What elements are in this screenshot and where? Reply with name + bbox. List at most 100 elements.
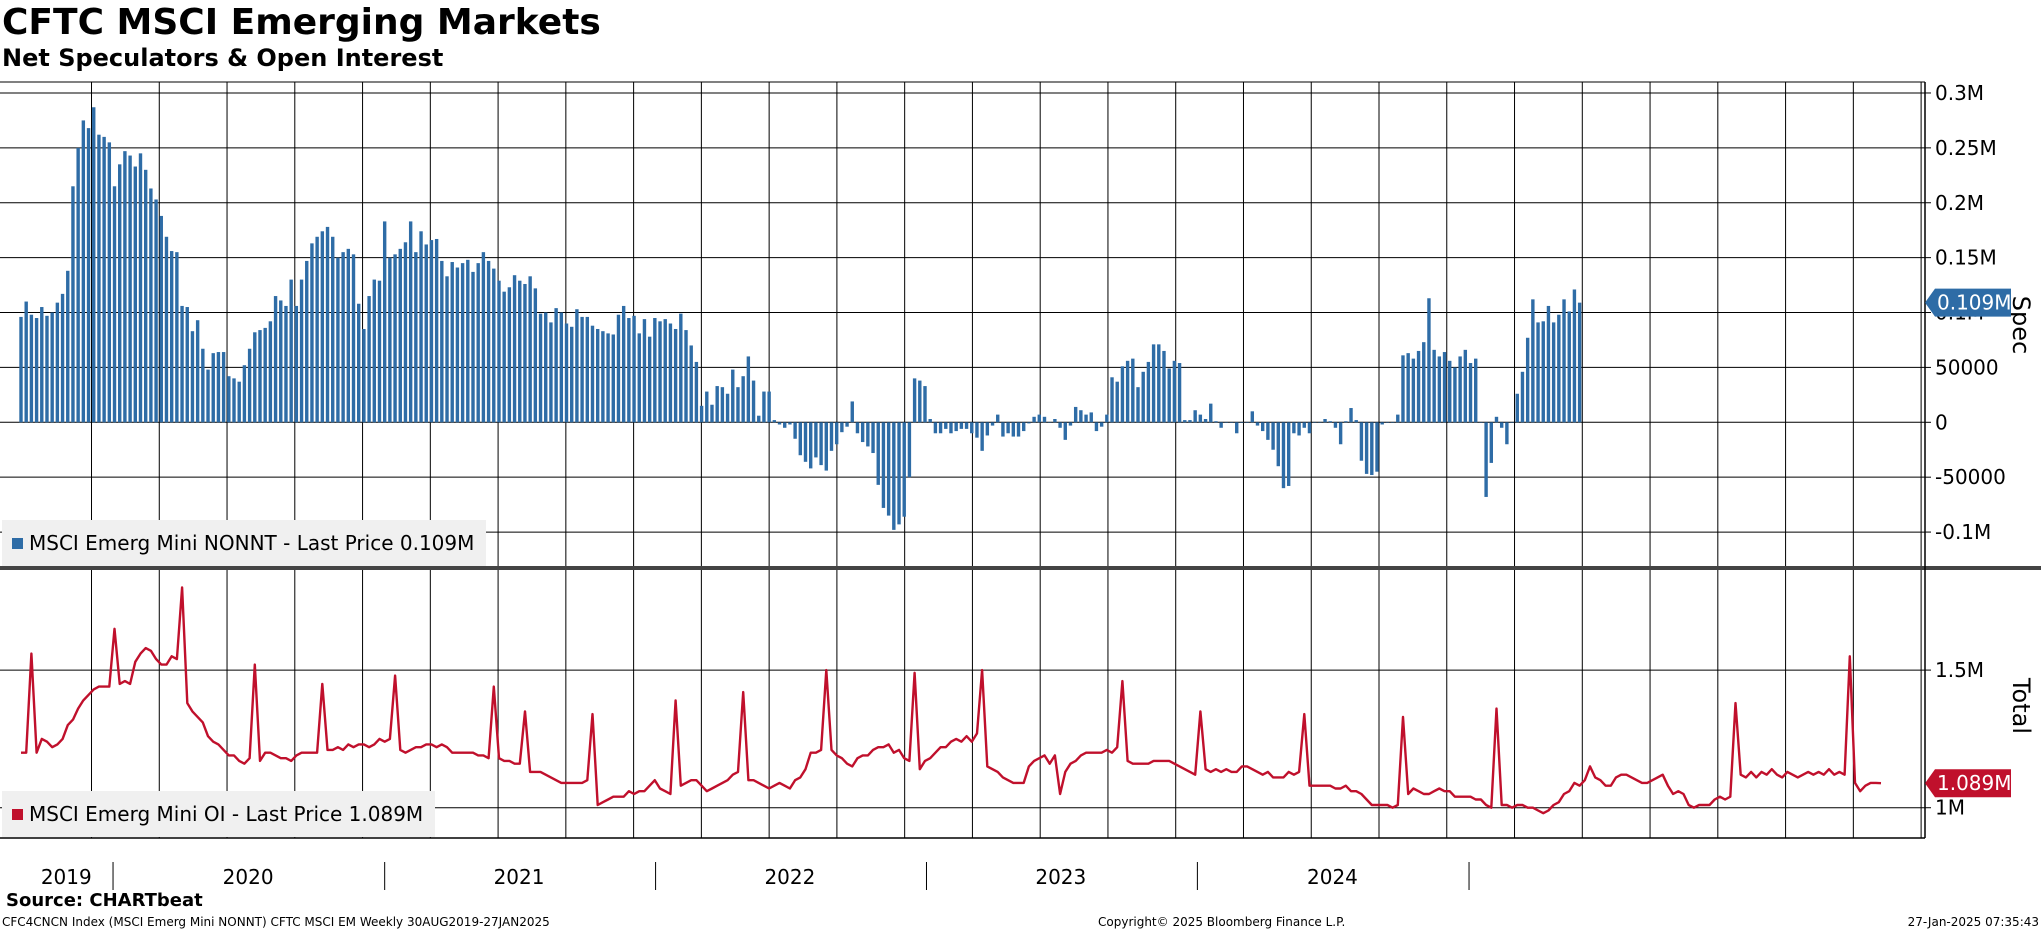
spec-bar [699, 405, 704, 423]
spec-bar [429, 240, 434, 423]
spec-bar [1079, 410, 1083, 423]
spec-bar [185, 307, 189, 423]
spec-bar [1193, 410, 1197, 423]
spec-bar [1032, 416, 1036, 423]
spec-bar [845, 422, 849, 427]
spec-bar [263, 327, 267, 423]
spec-bar [990, 422, 995, 426]
spec-bar [772, 420, 777, 423]
spec-bar [50, 312, 54, 423]
spec-bar [320, 231, 325, 423]
spec-bar [1494, 416, 1499, 423]
spec-bar [1053, 419, 1057, 423]
spec-bar [1219, 422, 1223, 428]
spec-bar [544, 312, 548, 423]
spec-bar [1203, 419, 1208, 423]
spec-bar [450, 262, 454, 423]
spec-bar [788, 422, 792, 425]
spec-bar [1037, 414, 1041, 423]
spec-bar [190, 331, 195, 423]
spec-bar [850, 401, 854, 423]
year-label: 2020 [223, 865, 274, 889]
spec-bar [195, 320, 200, 423]
spec-bar [476, 263, 480, 423]
spec-bar [76, 147, 80, 423]
spec-bar [403, 242, 408, 423]
spec-bar [923, 386, 927, 423]
spec-bar [1359, 422, 1364, 461]
spec-bar [1520, 371, 1525, 423]
spec-bar [575, 309, 579, 423]
spec-bar [362, 328, 366, 423]
spec-bar [1546, 305, 1551, 423]
spec-bar [492, 268, 496, 423]
spec-bar [414, 252, 418, 423]
spec-bar [86, 128, 91, 423]
spec-bar [393, 254, 397, 423]
spec-bar [481, 252, 486, 423]
spec-bar [689, 345, 693, 423]
spec-bar [533, 288, 538, 423]
spec-bar [741, 376, 745, 423]
legend-total: MSCI Emerg Mini OI - Last Price 1.089M [2, 791, 436, 837]
spec-bar [549, 322, 553, 423]
year-label: 2019 [41, 865, 92, 889]
spec-bar [1385, 422, 1390, 423]
spec-bar [1442, 352, 1447, 423]
spec-bar [928, 419, 932, 423]
spec-bar [123, 151, 127, 423]
spec-bar [840, 422, 844, 433]
spec-bar [143, 169, 148, 423]
spec-bar [107, 142, 112, 423]
spec-bar [408, 221, 413, 423]
spec-bar [180, 305, 184, 423]
spec-bar [559, 312, 564, 423]
spec-bar [1063, 422, 1067, 440]
spec-bar [232, 378, 236, 423]
spec-bar [637, 333, 641, 423]
spec-bar [601, 331, 605, 423]
spec-bar [1120, 366, 1125, 423]
spec-bar [377, 280, 382, 423]
spec-bar [1531, 299, 1535, 423]
year-label: 2023 [1035, 865, 1086, 889]
spec-bar [284, 305, 288, 423]
spec-bar [1047, 422, 1052, 423]
spec-bar [1198, 414, 1203, 423]
spec-bar [1276, 422, 1280, 467]
spec-bar [242, 365, 247, 423]
spec-bar [1209, 403, 1213, 423]
spec-bar [679, 313, 683, 423]
spec-bar [325, 226, 330, 423]
spec-bar [357, 303, 361, 423]
spec-bar [814, 422, 818, 458]
spec-bar [206, 369, 210, 423]
spec-bar [237, 381, 241, 423]
spec-bar [1042, 416, 1047, 423]
spec-bar [92, 107, 96, 423]
spec-bar [346, 248, 351, 423]
spec-bar [554, 308, 558, 423]
spec-bar [211, 353, 215, 423]
spec-bar [1027, 422, 1031, 424]
spec-bar [1499, 422, 1504, 428]
spec-bar [1136, 387, 1140, 423]
spec-bar [1474, 358, 1478, 423]
spec-bar [1245, 422, 1249, 423]
spec-bar [668, 323, 673, 423]
spec-bar [1380, 422, 1384, 425]
spec-bar [590, 325, 595, 423]
spec-bar [767, 391, 771, 423]
spec-bar [466, 259, 470, 423]
spec-bar [258, 330, 262, 423]
footer-index-info: CFC4CNCN Index (MSCI Emerg Mini NONNT) C… [2, 915, 550, 929]
panel-separator [0, 566, 2041, 570]
spec-bar [606, 333, 610, 423]
spec-bar [1110, 377, 1114, 423]
spec-bar [616, 314, 621, 423]
spec-bar [1375, 422, 1379, 472]
spec-bar [1224, 422, 1229, 423]
spec-bar [736, 387, 740, 423]
spec-bar [1390, 422, 1395, 423]
spec-bar [434, 238, 439, 423]
